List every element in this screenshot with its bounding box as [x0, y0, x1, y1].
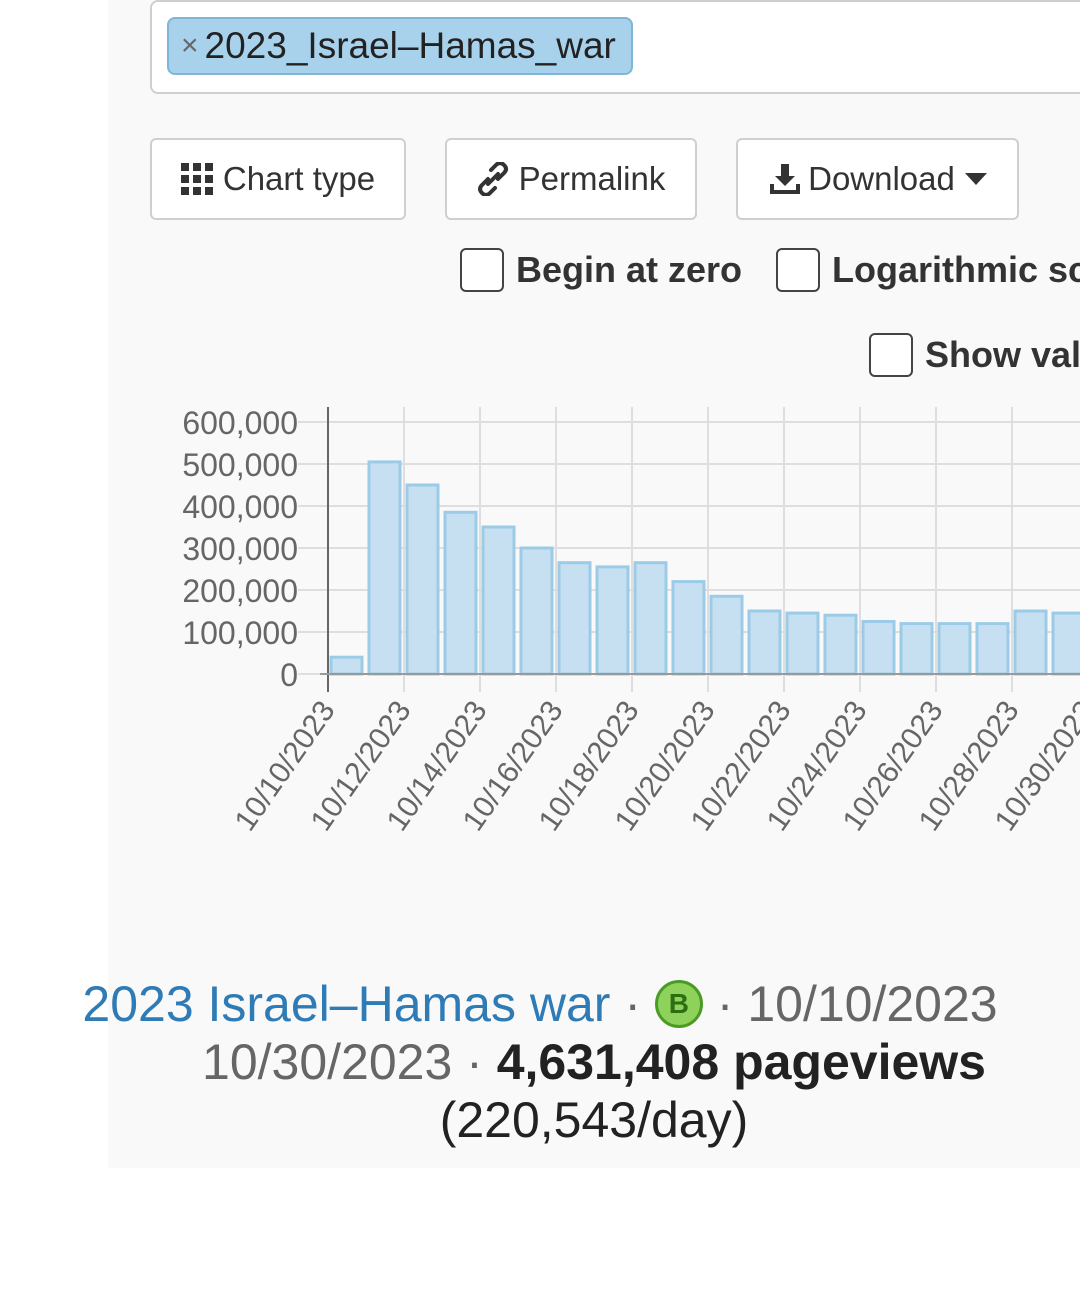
summary-line-3: (220,543/day)	[108, 1091, 1080, 1149]
bar[interactable]	[747, 609, 782, 676]
show-values-checkbox[interactable]	[869, 333, 913, 377]
y-tick-label: 200,000	[182, 573, 298, 609]
grid-icon	[180, 163, 213, 195]
summary-line-2: 10/30/2023 · 4,631,408 pageviews	[108, 1033, 1080, 1091]
begin-at-zero-label: Begin at zero	[516, 249, 743, 290]
bar[interactable]	[899, 622, 934, 676]
y-tick-label: 600,000	[182, 405, 298, 441]
bar[interactable]	[557, 561, 592, 676]
bar[interactable]	[595, 565, 630, 676]
main-panel: × 2023_Israel–Hamas_war Chart type Perma…	[108, 0, 1080, 1168]
begin-at-zero-option[interactable]: Begin at zero	[460, 248, 742, 292]
start-date: 10/10/2023	[747, 976, 998, 1032]
bar[interactable]	[1051, 611, 1080, 676]
bar[interactable]	[1013, 609, 1048, 676]
link-icon	[477, 162, 508, 196]
y-tick-label: 400,000	[182, 489, 298, 525]
bar[interactable]	[671, 580, 706, 676]
bar[interactable]	[443, 510, 478, 676]
article-tag[interactable]: × 2023_Israel–Hamas_war	[167, 17, 633, 75]
quality-badge-icon: B	[654, 979, 703, 1028]
bar[interactable]	[633, 561, 668, 676]
download-button[interactable]: Download	[736, 138, 1019, 220]
separator: ·	[466, 1034, 483, 1090]
pageviews-bar-chart: 0 100,000 200,000 300,000 400,000 500,000 600,…	[182, 405, 1080, 837]
caret-down-icon	[964, 173, 987, 185]
bar[interactable]	[709, 594, 744, 676]
bar[interactable]	[367, 460, 402, 676]
bar[interactable]	[861, 620, 896, 676]
bar[interactable]	[481, 525, 516, 676]
logarithmic-scale-checkbox[interactable]	[776, 248, 820, 292]
y-tick-label: 100,000	[182, 615, 298, 651]
permalink-button[interactable]: Permalink	[445, 138, 697, 220]
bar[interactable]	[937, 622, 972, 676]
download-label: Download	[808, 160, 955, 197]
separator: ·	[624, 976, 641, 1032]
logarithmic-scale-option[interactable]: Logarithmic scale	[776, 248, 1080, 292]
show-values-label: Show values	[925, 334, 1080, 375]
y-tick-label: 0	[280, 657, 298, 693]
article-tag-label: 2023_Israel–Hamas_war	[204, 25, 616, 66]
total-pageviews: 4,631,408 pageviews	[496, 1034, 986, 1090]
chart-type-label: Chart type	[222, 160, 376, 197]
article-select-input[interactable]: × 2023_Israel–Hamas_war	[150, 0, 1080, 94]
bar[interactable]	[975, 622, 1010, 676]
logarithmic-scale-label: Logarithmic scale	[832, 249, 1080, 290]
y-tick-label: 500,000	[182, 447, 298, 483]
download-icon	[770, 164, 801, 194]
show-values-option[interactable]: Show values	[869, 333, 1080, 377]
permalink-label: Permalink	[518, 160, 666, 197]
bar[interactable]	[785, 611, 820, 676]
summary-line-1: 2023 Israel–Hamas war · B · 10/10/2023	[0, 975, 1080, 1033]
end-date: 10/30/2023	[202, 1034, 453, 1090]
chart-type-button[interactable]: Chart type	[150, 138, 406, 220]
article-title-link[interactable]: 2023 Israel–Hamas war	[82, 976, 611, 1032]
bar[interactable]	[519, 546, 554, 676]
bar[interactable]	[405, 483, 440, 676]
daily-average: (220,543/day)	[439, 1092, 749, 1148]
bar[interactable]	[329, 655, 364, 676]
begin-at-zero-checkbox[interactable]	[460, 248, 504, 292]
remove-tag-icon[interactable]: ×	[181, 29, 199, 62]
separator: ·	[716, 976, 734, 1032]
y-tick-label: 300,000	[182, 531, 298, 567]
bar[interactable]	[823, 613, 858, 676]
